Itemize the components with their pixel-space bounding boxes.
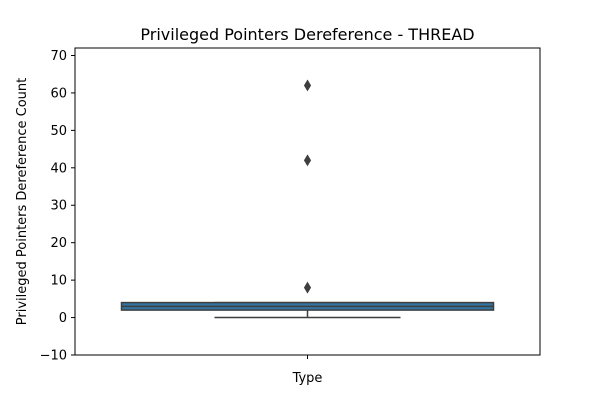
outlier-point (303, 79, 312, 92)
y-tick-label: 0 (59, 311, 67, 326)
y-tick-label: 10 (50, 274, 67, 289)
plot-area (120, 79, 495, 319)
y-tick-label: 50 (50, 124, 67, 139)
x-axis-label: Type (292, 371, 323, 386)
outlier-point (303, 281, 312, 294)
y-tick-label: 20 (50, 236, 67, 251)
y-tick-label: 70 (50, 49, 67, 64)
y-axis-ticks: −10 0 10 20 30 40 50 60 70 (40, 49, 75, 364)
y-tick-label: −10 (40, 349, 67, 364)
y-axis-label: Privileged Pointers Dereference Count (15, 78, 30, 325)
y-tick-label: 30 (50, 199, 67, 214)
chart-title: Privileged Pointers Dereference - THREAD (140, 25, 474, 44)
y-tick-label: 40 (50, 161, 67, 176)
y-tick-label: 60 (50, 86, 67, 101)
outlier-point (303, 154, 312, 167)
